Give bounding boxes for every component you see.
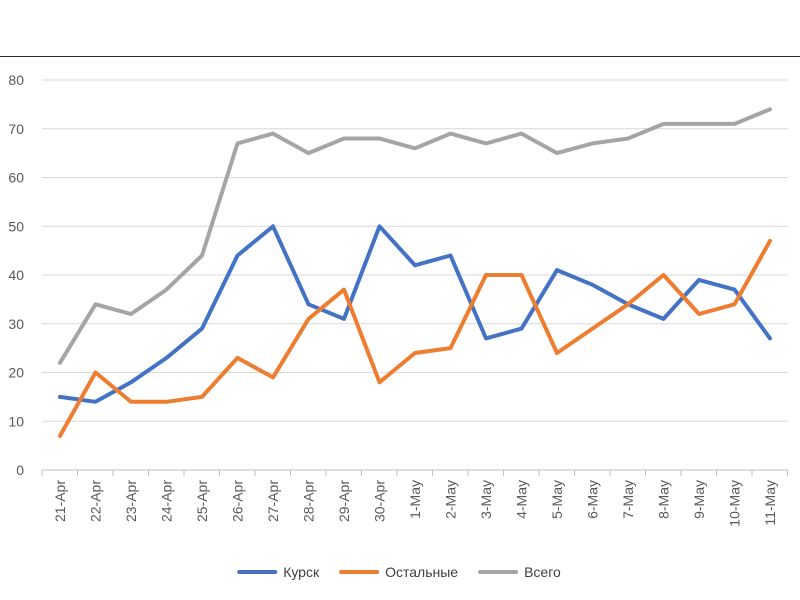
x-tick-label: 28-Apr: [301, 480, 317, 522]
series-line-0: [58, 224, 772, 404]
series-lines: [58, 107, 772, 438]
x-tick-label: 23-Apr: [123, 480, 139, 522]
legend-label-2: Всего: [524, 564, 561, 580]
x-tick-label: 10-May: [727, 480, 743, 527]
y-tick-label: 50: [8, 218, 24, 234]
x-tick-label: 25-Apr: [194, 480, 210, 522]
y-tick-label: 10: [8, 413, 24, 429]
x-tick-label: 6-May: [585, 480, 601, 519]
legend-label-0: Курск: [283, 564, 320, 580]
x-tick-label: 7-May: [620, 480, 636, 519]
x-tick-label: 9-May: [691, 480, 707, 519]
x-tick-label: 3-May: [478, 480, 494, 519]
x-tick-label: 21-Apr: [52, 480, 68, 522]
x-tick-label: 4-May: [514, 480, 530, 519]
y-tick-label: 80: [8, 72, 24, 88]
x-tick-label: 27-Apr: [265, 480, 281, 522]
gridlines: [42, 79, 788, 422]
series-line-2: [58, 107, 772, 365]
x-tick-label: 2-May: [443, 480, 459, 519]
x-tick-label: 22-Apr: [88, 480, 104, 522]
x-tick-label: 1-May: [407, 480, 423, 519]
legend-label-1: Остальные: [385, 564, 458, 580]
x-axis: 21-Apr 22-Apr 23-Apr 24-Apr 25-Apr 26-Apr 27-A…: [41, 469, 788, 527]
x-tick-label: 11-May: [762, 480, 778, 526]
x-tick-label: 5-May: [549, 480, 565, 519]
y-tick-label: 60: [8, 170, 24, 186]
y-tick-label: 70: [8, 121, 24, 137]
x-tick-label: 8-May: [656, 480, 672, 519]
top-divider-line: [0, 56, 800, 57]
y-tick-label: 30: [8, 316, 24, 332]
x-tick-label: 30-Apr: [372, 480, 388, 522]
x-tick-label: 24-Apr: [159, 480, 175, 522]
y-axis: 0 10 20 30 40 50 60 70 80: [8, 72, 24, 478]
legend: Курск Остальные Всего: [237, 564, 561, 580]
x-tick-label: 26-Apr: [230, 480, 246, 522]
series-line-1: [58, 238, 772, 438]
y-tick-label: 20: [8, 365, 24, 381]
y-tick-label: 40: [8, 267, 24, 283]
y-tick-label: 0: [16, 462, 24, 478]
x-tick-label: 29-Apr: [336, 480, 352, 522]
